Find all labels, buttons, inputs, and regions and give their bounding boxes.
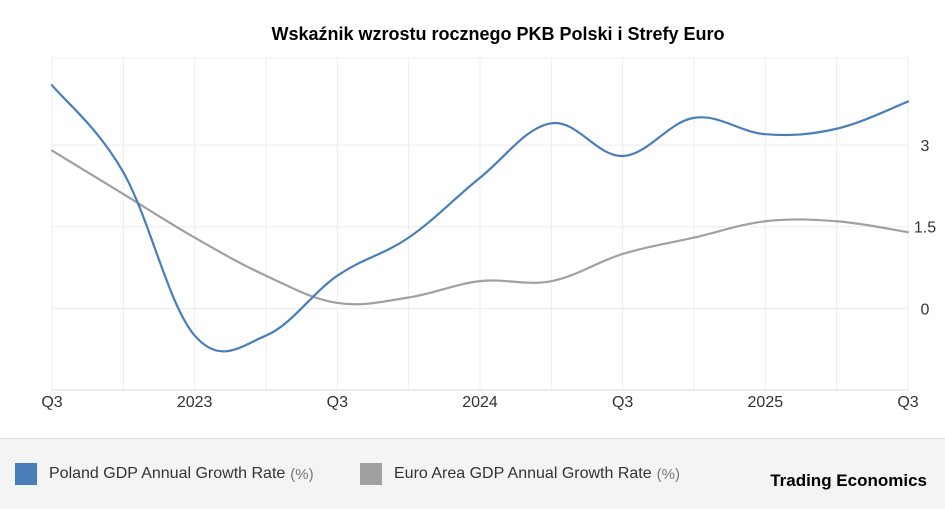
x-tick-label: 2025 — [748, 394, 784, 411]
chart-svg: Wskaźnik wzrostu rocznego PKB Polski i S… — [41, 24, 936, 411]
chart-title: Wskaźnik wzrostu rocznego PKB Polski i S… — [271, 24, 724, 44]
legend-swatch-poland — [15, 463, 37, 485]
x-tick-label: Q3 — [612, 394, 633, 411]
y-tick-label: 0 — [921, 301, 930, 318]
x-tick-label: 2023 — [177, 394, 213, 411]
grid — [51, 57, 909, 391]
legend-item-euro-area[interactable]: Euro Area GDP Annual Growth Rate (%) — [360, 463, 680, 485]
series-line-poland[interactable] — [50, 84, 910, 353]
x-axis: Q3 2023 Q3 2024 Q3 2025 Q3 — [41, 394, 918, 411]
legend-item-poland[interactable]: Poland GDP Annual Growth Rate (%) — [15, 463, 314, 485]
series-line-euro-area[interactable] — [50, 149, 910, 306]
chart: Wskaźnik wzrostu rocznego PKB Polski i S… — [41, 24, 936, 411]
x-tick-label: Q3 — [897, 394, 918, 411]
legend-swatch-euro-area — [360, 463, 382, 485]
y-tick-label: 3 — [921, 138, 930, 155]
x-tick-label: 2024 — [462, 394, 498, 411]
x-tick-label: Q3 — [41, 394, 62, 411]
y-tick-label: 1.5 — [914, 220, 936, 237]
legend-unit-poland: (%) — [290, 465, 314, 483]
y-axis: 01.53 — [914, 138, 936, 318]
legend: Poland GDP Annual Growth Rate (%) Euro A… — [0, 438, 945, 509]
x-tick-label: Q3 — [327, 394, 348, 411]
legend-label-euro-area: Euro Area GDP Annual Growth Rate — [394, 465, 652, 482]
legend-label-poland: Poland GDP Annual Growth Rate — [49, 465, 286, 482]
brand-label[interactable]: Trading Economics — [770, 471, 927, 490]
series-lines — [50, 84, 910, 353]
legend-unit-euro-area: (%) — [656, 465, 680, 483]
